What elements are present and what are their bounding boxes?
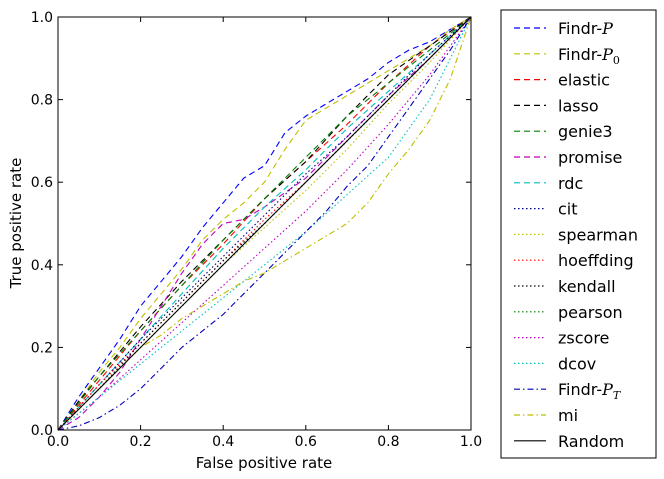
- x-tick-label: 0.8: [377, 434, 399, 450]
- series-line-rdc: [57, 16, 472, 431]
- legend-label: hoeffding: [558, 251, 634, 270]
- y-axis-label: True positive rate: [7, 158, 25, 290]
- legend-label: elastic: [558, 71, 610, 90]
- series-line-random: [57, 16, 472, 431]
- legend-label: Random: [558, 432, 624, 451]
- series-line-hoeffding: [57, 16, 472, 431]
- plot-frame: [57, 16, 472, 431]
- series-line-dcov: [57, 16, 472, 431]
- legend-label: Findr-P0: [558, 45, 620, 67]
- x-axis-label: False positive rate: [196, 454, 333, 472]
- x-tick-label: 0.2: [129, 434, 151, 450]
- legend-label: lasso: [558, 96, 599, 115]
- legend-label: cit: [558, 200, 578, 219]
- legend-label: rdc: [558, 174, 583, 193]
- y-tick-label: 0.4: [31, 258, 53, 274]
- series-layer: [57, 16, 472, 431]
- y-tick-label: 1.0: [31, 10, 53, 26]
- series-line-zscore: [57, 16, 472, 431]
- legend-label: pearson: [558, 303, 623, 322]
- legend-label: dcov: [558, 354, 596, 373]
- series-line-genie3: [57, 16, 472, 431]
- legend-label: genie3: [558, 122, 613, 141]
- y-tick-label: 0.2: [31, 340, 53, 356]
- x-tick-label: 0.6: [295, 434, 317, 450]
- legend-label: mi: [558, 406, 578, 425]
- y-tick-label: 0.0: [31, 423, 53, 439]
- legend-label: zscore: [558, 329, 609, 348]
- axis-ticks: 0.0 0.2 0.4 0.6 0.8 1.0 0.0 0.2 0.4 0.6 0.8 1.0: [31, 10, 482, 450]
- series-line-findr-p0: [57, 16, 472, 431]
- legend-label: Findr-PT: [558, 380, 622, 402]
- x-tick-label: 0.4: [212, 434, 234, 450]
- y-tick-label: 0.6: [31, 175, 53, 191]
- series-line-findr-p: [57, 16, 472, 431]
- x-tick-label: 0.0: [47, 434, 69, 450]
- legend-label: promise: [558, 148, 622, 167]
- legend-label: spearman: [558, 225, 638, 244]
- legend: Findr-P Findr-P0 elastic lasso genie3 promise…: [500, 9, 657, 459]
- y-tick-label: 0.8: [31, 93, 53, 109]
- legend-label: kendall: [558, 277, 616, 296]
- legend-label: Findr-P: [558, 19, 613, 38]
- x-tick-label: 1.0: [460, 434, 482, 450]
